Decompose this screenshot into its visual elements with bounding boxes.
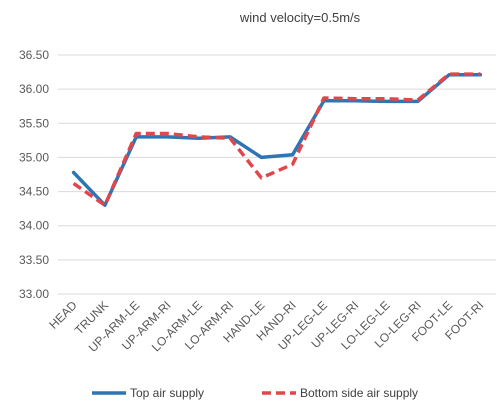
- y-axis-tick-labels: 33.00 33.50 34.00 34.50 35.00 35.50 36.00 36.50: [19, 48, 49, 301]
- legend-label-0: Top air supply: [130, 386, 204, 400]
- chart-title: wind velocity=0.5m/s: [239, 10, 361, 25]
- legend: Top air supply Bottom side air supply: [92, 386, 418, 400]
- y-tick-label: 34.00: [19, 219, 49, 233]
- y-tick-label: 34.50: [19, 185, 49, 199]
- legend-label-1: Bottom side air supply: [300, 386, 418, 400]
- y-tick-label: 36.00: [19, 82, 49, 96]
- y-tick-label: 36.50: [19, 48, 49, 62]
- series-lines: [71, 72, 483, 207]
- y-tick-label: 33.00: [19, 287, 49, 301]
- y-tick-label: 33.50: [19, 253, 49, 267]
- series-line-0: [71, 73, 483, 207]
- y-tick-label: 35.50: [19, 116, 49, 130]
- x-axis-tick-labels: HEADTRUNKUP-ARM-LEUP-ARM-RILO-ARM-LELO-A…: [46, 298, 486, 355]
- y-tick-label: 35.00: [19, 150, 49, 164]
